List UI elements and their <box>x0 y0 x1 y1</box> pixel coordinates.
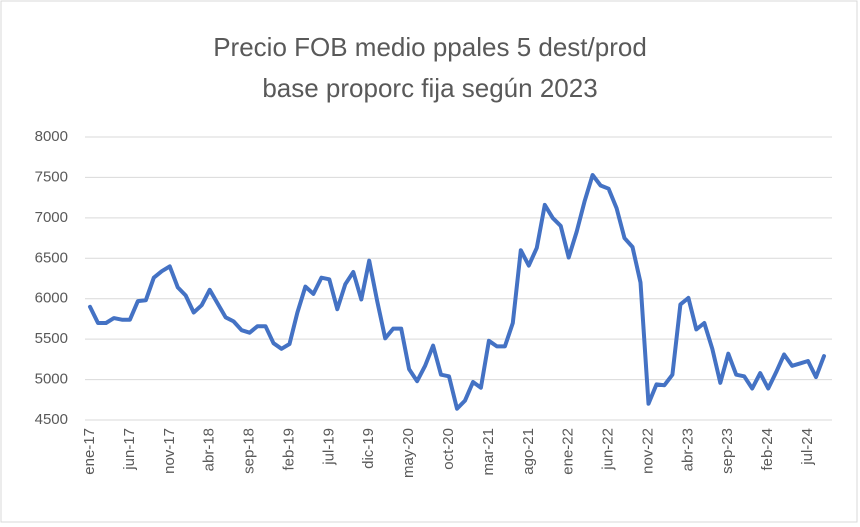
x-tick-label: jul-24 <box>799 428 816 466</box>
x-tick-label: oct-20 <box>440 428 457 470</box>
x-tick-label: jun-22 <box>600 428 617 471</box>
x-tick-label: sep-18 <box>241 428 258 474</box>
x-tick-label: ene-17 <box>81 428 98 475</box>
x-tick-label: mar-21 <box>480 428 497 476</box>
y-tick-label: 5500 <box>35 330 68 347</box>
x-tick-label: abr-18 <box>201 428 218 471</box>
y-tick-label: 4500 <box>35 411 68 428</box>
y-tick-label: 7500 <box>35 168 68 185</box>
y-tick-label: 8000 <box>35 128 68 145</box>
x-tick-label: ene-22 <box>560 428 577 475</box>
x-tick-label: dic-19 <box>360 428 377 469</box>
x-tick-label: ago-21 <box>520 428 537 475</box>
x-tick-label: feb-24 <box>759 428 776 471</box>
x-tick-label: nov-17 <box>161 428 178 474</box>
data-line <box>88 173 826 411</box>
x-tick-label: jul-19 <box>320 428 337 466</box>
x-tick-label: nov-22 <box>639 428 656 474</box>
x-tick-label: jun-17 <box>121 428 138 471</box>
x-tick-label: sep-23 <box>719 428 736 474</box>
y-tick-label: 6500 <box>35 249 68 266</box>
chart-title: base proporc fija según 2023 <box>262 73 597 103</box>
x-tick-label: feb-19 <box>280 428 297 471</box>
y-tick-label: 6000 <box>35 290 68 307</box>
y-tick-label: 5000 <box>35 371 68 388</box>
x-tick-label: may-20 <box>400 428 417 478</box>
chart-title: Precio FOB medio ppales 5 dest/prod <box>213 32 647 62</box>
x-tick-label: abr-23 <box>679 428 696 471</box>
y-tick-label: 7000 <box>35 209 68 226</box>
